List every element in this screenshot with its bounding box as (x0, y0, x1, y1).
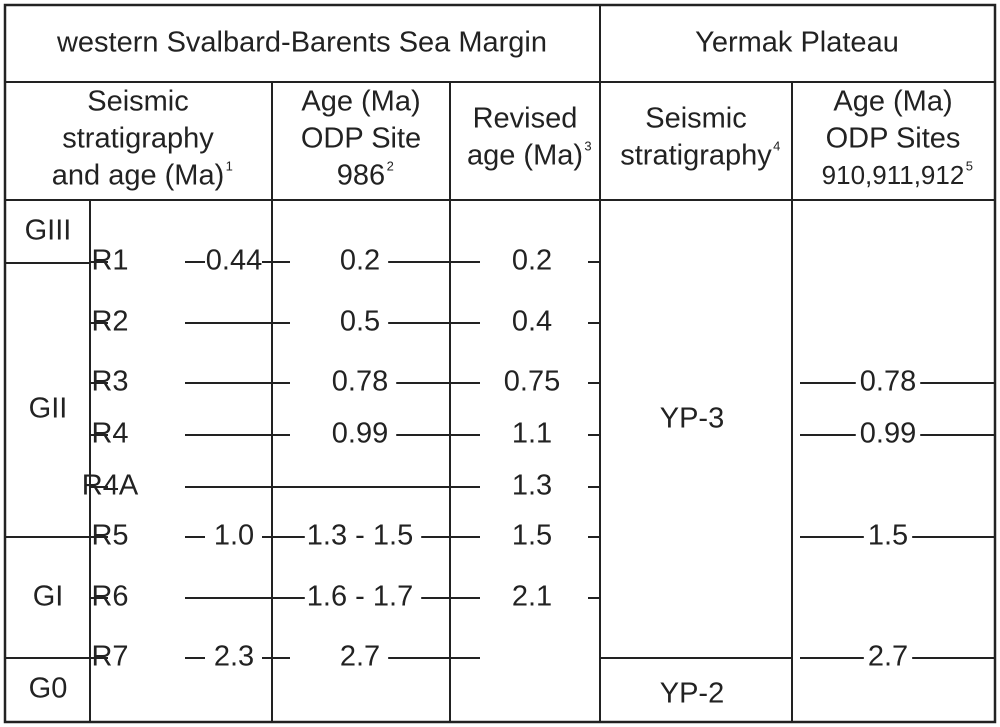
age-value: 1.0 (214, 520, 254, 552)
odp-age: 1.3 - 1.5 (307, 520, 413, 552)
revised-age: 0.4 (512, 306, 552, 338)
column-header: ODP Sites (826, 123, 961, 155)
revised-age: 0.2 (512, 245, 552, 277)
yermak-age: 0.78 (860, 366, 916, 398)
age-value: 2.3 (214, 641, 254, 673)
horizon-label: R3 (91, 366, 128, 398)
horizon-label: R7 (91, 641, 128, 673)
footnote-mark: 4 (773, 138, 780, 153)
group-label: GIII (25, 215, 72, 247)
odp-age: 0.2 (340, 245, 380, 277)
column-header: 910,911,912 (822, 160, 965, 190)
horizon-label: R4 (91, 418, 128, 450)
footnote-mark: 2 (387, 158, 394, 173)
outer-border (3, 3, 997, 724)
unit-label: YP-3 (660, 403, 724, 435)
horizon-label: R4A (82, 470, 139, 502)
column-header: Seismic (645, 103, 747, 135)
column-header: Age (Ma) (833, 86, 952, 118)
horizon-label: R1 (91, 245, 128, 277)
column-header: ODP Site (301, 123, 421, 155)
column-header: Revised (473, 103, 578, 135)
age-value: 0.44 (206, 245, 262, 277)
footnote-mark: 3 (584, 138, 591, 153)
column-header: stratigraphy (620, 140, 772, 172)
unit-label: YP-2 (660, 678, 724, 710)
column-header: and age (Ma) (52, 160, 225, 192)
column-header: Seismic (87, 86, 189, 118)
odp-age: 0.99 (332, 418, 388, 450)
revised-age: 2.1 (512, 581, 552, 613)
group-label: GII (29, 393, 68, 425)
revised-age: 0.75 (504, 366, 560, 398)
yermak-age: 1.5 (868, 520, 908, 552)
group-label: G0 (29, 673, 68, 705)
revised-age: 1.1 (512, 418, 552, 450)
odp-age: 1.6 - 1.7 (307, 581, 413, 613)
odp-age: 0.78 (332, 366, 388, 398)
horizon-label: R5 (91, 520, 128, 552)
footnote-mark: 1 (226, 158, 233, 173)
footnote-mark: 5 (966, 158, 973, 173)
revised-age: 1.5 (512, 520, 552, 552)
yermak-age: 2.7 (868, 641, 908, 673)
group-label: GI (33, 581, 64, 613)
header-right: Yermak Plateau (695, 27, 899, 59)
column-header: age (Ma) (467, 140, 583, 172)
horizon-label: R6 (91, 581, 128, 613)
odp-age: 0.5 (340, 306, 380, 338)
column-header: Age (Ma) (301, 86, 420, 118)
header-left: western Svalbard-Barents Sea Margin (56, 27, 547, 59)
column-header: stratigraphy (62, 123, 214, 155)
revised-age: 1.3 (512, 470, 552, 502)
horizon-label: R2 (91, 306, 128, 338)
column-header: 986 (337, 160, 385, 192)
yermak-age: 0.99 (860, 418, 916, 450)
odp-age: 2.7 (340, 641, 380, 673)
